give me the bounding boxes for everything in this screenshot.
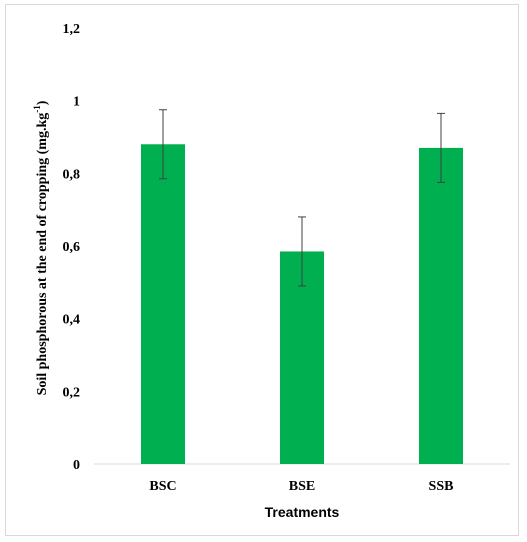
error-bar-bse: [298, 216, 306, 287]
bar-bse: [280, 251, 324, 464]
y-axis-label-end: ): [35, 100, 50, 105]
bar-ssb: [419, 147, 463, 464]
y-axis-label-superscript: -1: [32, 105, 42, 113]
y-tick-label: 0,4: [63, 313, 81, 328]
y-axis-label-main: Soil phosphorous at the end of cropping …: [35, 113, 50, 396]
x-axis-label: Treatments: [265, 504, 340, 520]
y-tick-label: 0,8: [63, 167, 81, 182]
bar-bsc: [141, 144, 185, 464]
error-bar-ssb: [437, 112, 445, 183]
x-axis-categories: BSC BSE SSB: [149, 479, 453, 494]
y-axis-label: Soil phosphorous at the end of cropping …: [32, 100, 50, 395]
y-tick-label: 1,2: [63, 22, 81, 37]
bars: [141, 144, 463, 464]
y-tick-label: 0,2: [63, 385, 81, 400]
y-tick-label: 0: [73, 458, 80, 473]
y-axis-ticks: 0 0,2 0,4 0,6 0,8 1 1,2: [63, 22, 81, 473]
x-category-label: BSC: [149, 479, 176, 494]
x-category-label: BSE: [289, 479, 315, 494]
y-tick-label: 0,6: [63, 240, 81, 255]
y-tick-label: 1: [73, 95, 80, 110]
error-bars: [159, 109, 445, 287]
error-bar-bsc: [159, 109, 167, 180]
x-category-label: SSB: [429, 479, 454, 494]
